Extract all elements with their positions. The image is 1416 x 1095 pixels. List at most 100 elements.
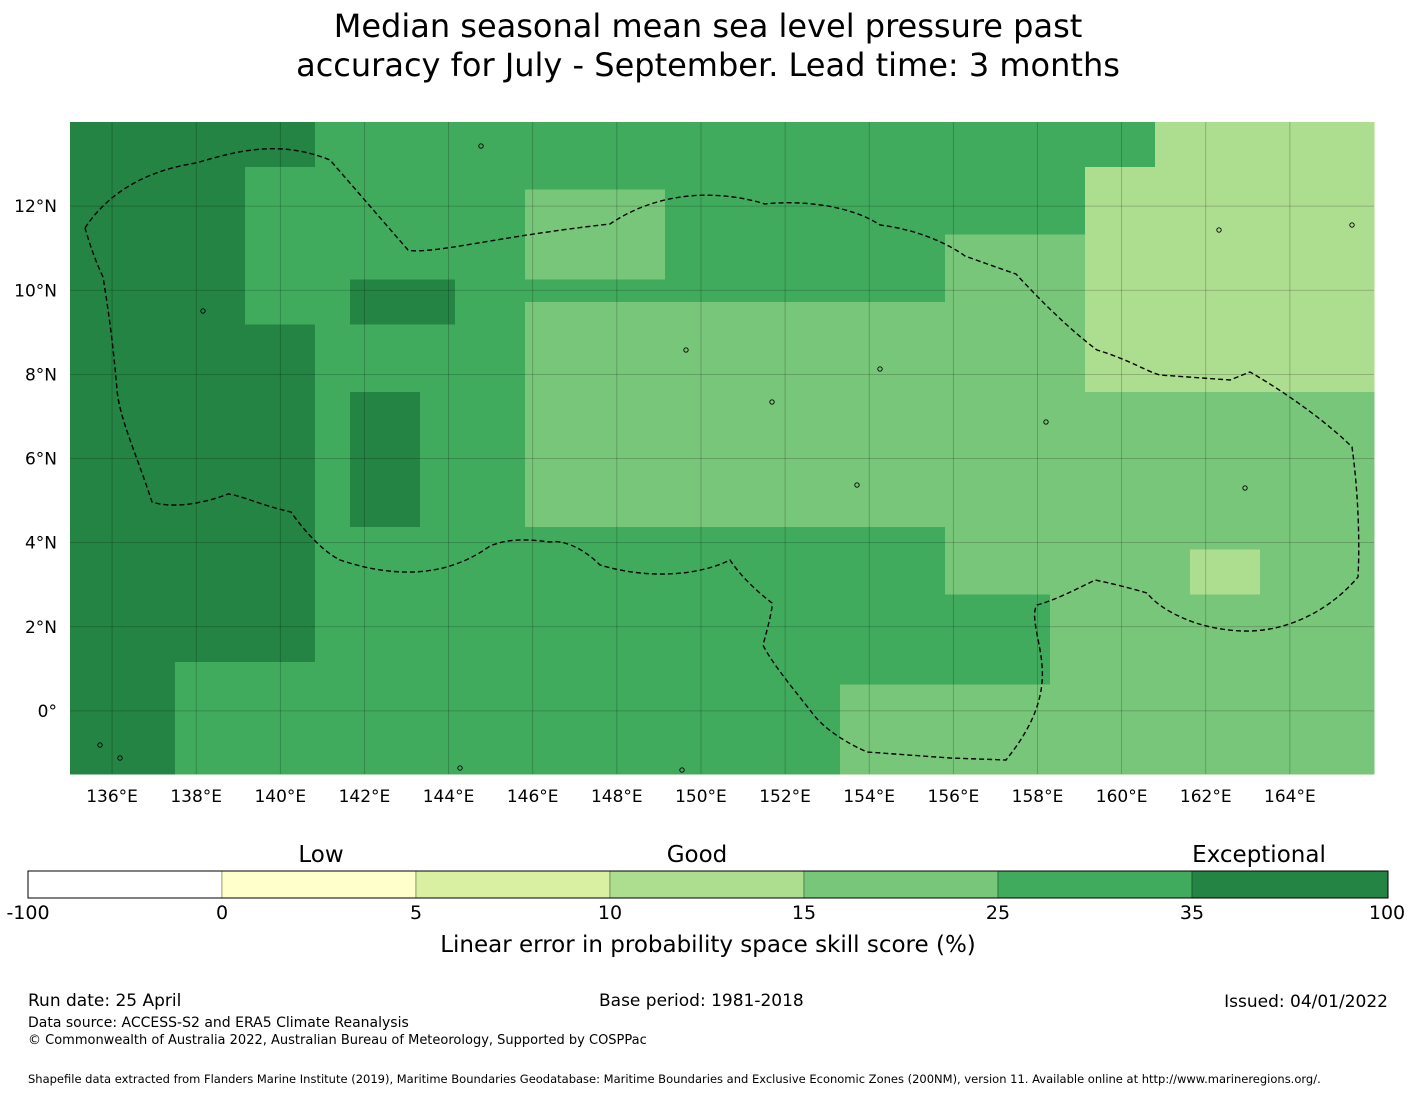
skill-cell [1260, 684, 1296, 708]
skill-cell [630, 639, 666, 663]
skill-cell [315, 617, 351, 640]
skill-cell [1155, 302, 1191, 325]
skill-cell [840, 482, 876, 505]
skill-cell [875, 504, 911, 528]
skill-cell [1225, 729, 1261, 753]
skill-cell [210, 549, 246, 573]
skill-cell [805, 572, 841, 595]
skill-cell [805, 347, 841, 370]
skill-cell [910, 167, 946, 190]
skill-cell [1330, 662, 1366, 685]
skill-cell [1330, 504, 1366, 528]
skill-cell [105, 752, 141, 775]
skill-cell [1050, 324, 1086, 348]
skill-cell [1120, 257, 1156, 280]
skill-cell [385, 279, 421, 303]
skill-cell [735, 729, 771, 753]
skill-cell [140, 482, 176, 505]
skill-cell [70, 572, 106, 595]
skill-cell [1155, 527, 1191, 550]
skill-cell [140, 662, 176, 685]
island-outline [854, 482, 860, 488]
skill-cell [945, 707, 981, 730]
skill-cell [1225, 752, 1261, 775]
skill-cell [910, 662, 946, 685]
skill-cell [525, 302, 561, 325]
skill-cell [1050, 572, 1086, 595]
skill-cell [1260, 752, 1296, 775]
skill-cell [735, 279, 771, 303]
island-outline [1242, 485, 1248, 491]
skill-cell [1120, 167, 1156, 190]
skill-cell [70, 617, 106, 640]
skill-cell [385, 302, 421, 325]
skill-cell [630, 189, 666, 213]
skill-cell [1085, 684, 1121, 708]
skill-cell [980, 617, 1016, 640]
skill-cell [595, 122, 631, 145]
colorbar-segment [221, 870, 417, 899]
skill-cell [70, 729, 106, 753]
skill-cell [490, 392, 526, 415]
skill-cell [735, 549, 771, 573]
skill-cell [1190, 617, 1226, 640]
skill-cell [980, 234, 1016, 258]
skill-cell [490, 662, 526, 685]
skill-cell [210, 684, 246, 708]
skill-cell [735, 302, 771, 325]
skill-cell [665, 662, 701, 685]
colorbar-segment [27, 870, 223, 899]
skill-cell [875, 144, 911, 168]
skill-cell [1225, 639, 1261, 663]
skill-cell [560, 437, 596, 460]
skill-cell [245, 459, 281, 483]
skill-cell [875, 752, 911, 775]
skill-cell [735, 527, 771, 550]
skill-cell [805, 527, 841, 550]
skill-cell [1155, 639, 1191, 663]
skill-cell [1225, 369, 1261, 393]
skill-cell [105, 707, 141, 730]
skill-cell [595, 482, 631, 505]
skill-cell [700, 572, 736, 595]
skill-cell [665, 347, 701, 370]
skill-cell [1225, 414, 1261, 438]
skill-cell [1155, 144, 1191, 168]
skill-cell [385, 437, 421, 460]
copyright: © Commonwealth of Australia 2022, Austra… [28, 1033, 647, 1048]
skill-cell [1330, 122, 1366, 145]
skill-cell [700, 527, 736, 550]
skill-cell [420, 324, 456, 348]
skill-cell [525, 482, 561, 505]
skill-cell [350, 279, 386, 303]
island-outline [679, 767, 685, 773]
skill-cell [420, 549, 456, 573]
skill-cell [1190, 144, 1226, 168]
skill-cell [1050, 549, 1086, 573]
skill-cell [1365, 347, 1375, 370]
skill-cell [840, 527, 876, 550]
longitude-tick-label: 160°E [1096, 787, 1148, 807]
skill-cell [560, 212, 596, 235]
skill-cell [1190, 167, 1226, 190]
skill-cell [1155, 122, 1191, 145]
skill-cell [1330, 369, 1366, 393]
skill-cell [700, 369, 736, 393]
skill-cell [770, 302, 806, 325]
skill-cell [1330, 684, 1366, 708]
skill-cell [140, 414, 176, 438]
skill-cell [1190, 369, 1226, 393]
skill-cell [560, 617, 596, 640]
skill-cell [595, 437, 631, 460]
skill-cell [1260, 257, 1296, 280]
skill-cell [455, 684, 491, 708]
base-period: Base period: 1981-2018 [599, 991, 804, 1011]
skill-cell [70, 594, 106, 618]
skill-cell [560, 684, 596, 708]
skill-cell [1225, 122, 1261, 145]
skill-cell [560, 122, 596, 145]
skill-cell [980, 707, 1016, 730]
skill-cell [70, 684, 106, 708]
skill-cell [1155, 504, 1191, 528]
skill-cell [70, 189, 106, 213]
